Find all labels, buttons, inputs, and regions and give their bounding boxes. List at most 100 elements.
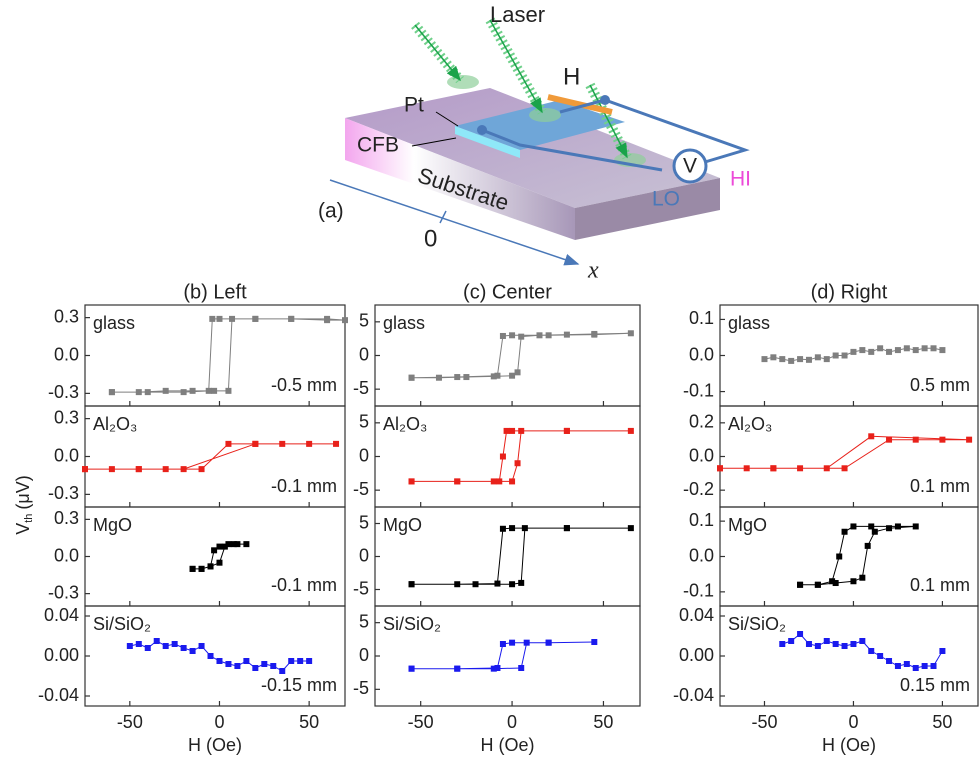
marker <box>841 643 848 649</box>
marker <box>454 581 461 588</box>
y-tick-label: 0.00 <box>679 645 714 665</box>
marker <box>189 565 196 572</box>
x-axis-label: H (Oe) <box>822 735 876 755</box>
marker <box>939 436 946 443</box>
marker <box>868 433 875 440</box>
diagram-label: H <box>563 63 580 90</box>
marker <box>509 478 516 485</box>
marker <box>563 525 570 532</box>
marker <box>877 345 884 352</box>
y-tick-label: 0.0 <box>689 545 714 565</box>
origin-tick <box>439 210 447 224</box>
marker <box>162 643 169 649</box>
y-tick-label: 0.3 <box>54 306 79 326</box>
marker <box>805 641 812 647</box>
series-line <box>111 318 346 393</box>
marker <box>850 578 857 585</box>
marker <box>454 374 461 381</box>
marker <box>591 331 598 338</box>
y-tick-label: -0.3 <box>48 582 79 602</box>
x-tick-label: 50 <box>299 712 319 732</box>
marker <box>207 563 214 570</box>
marker <box>545 639 552 646</box>
y-tick-label: 0.0 <box>54 445 79 465</box>
series-line <box>129 640 310 672</box>
panel-label: Al₂O₃ <box>93 414 137 434</box>
field-arrow <box>547 94 613 115</box>
marker <box>279 440 286 447</box>
marker <box>761 356 768 363</box>
marker <box>779 356 786 363</box>
diagram-label: CFB <box>357 134 399 157</box>
marker <box>814 643 821 649</box>
marker <box>198 565 205 572</box>
marker <box>797 356 804 363</box>
x-axis-label: H (Oe) <box>188 735 242 755</box>
panel-label: Si/SiO₂ <box>728 614 786 634</box>
y-axis-label-unit: (μV) <box>13 475 33 509</box>
marker <box>894 347 901 354</box>
marker <box>252 440 259 447</box>
marker <box>499 453 506 460</box>
marker <box>454 665 461 672</box>
marker <box>886 348 893 355</box>
marker <box>135 466 142 473</box>
y-axis-label-main: V <box>13 523 33 535</box>
marker <box>234 663 241 669</box>
marker <box>135 641 142 647</box>
marker <box>509 525 516 532</box>
marker <box>306 658 313 664</box>
y-tick-label: 0.04 <box>44 605 79 625</box>
laser-beam <box>414 24 461 82</box>
marker <box>832 580 839 587</box>
panel-label: Al₂O₃ <box>728 414 772 434</box>
y-tick-label: 0 <box>359 545 369 565</box>
marker <box>324 315 331 322</box>
x-axis-label: H (Oe) <box>481 735 535 755</box>
marker <box>832 352 839 359</box>
marker <box>788 638 795 644</box>
y-tick-label: 0.0 <box>689 344 714 364</box>
marker <box>841 465 848 472</box>
marker <box>162 466 169 473</box>
x-tick-label: 0 <box>214 712 224 732</box>
laser-beam <box>589 84 628 159</box>
marker <box>198 466 205 473</box>
marker <box>496 478 503 485</box>
marker <box>171 641 178 647</box>
y-tick-label: 0.1 <box>689 510 714 530</box>
marker <box>939 347 946 354</box>
marker <box>270 663 277 669</box>
marker <box>850 523 857 530</box>
marker <box>216 315 223 322</box>
series-line <box>411 430 631 482</box>
marker <box>408 374 415 381</box>
marker <box>153 638 160 644</box>
substrate-front <box>345 118 575 240</box>
diagram-label: Laser <box>490 2 545 27</box>
series-line <box>411 332 631 379</box>
y-tick-label: 5 <box>359 412 369 432</box>
marker <box>859 347 866 354</box>
y-tick-label: 0.0 <box>54 344 79 364</box>
y-tick-label: -0.1 <box>683 380 714 400</box>
marker <box>252 665 259 671</box>
marker <box>823 465 830 472</box>
diagram-label: x <box>587 258 599 284</box>
panel-label: MgO <box>93 515 132 535</box>
marker <box>859 638 866 644</box>
y-tick-label: 0.04 <box>679 605 714 625</box>
marker <box>903 345 910 352</box>
panel-label: glass <box>728 313 770 333</box>
marker <box>886 658 893 664</box>
marker <box>243 658 250 664</box>
marker <box>499 332 506 339</box>
marker <box>850 348 857 355</box>
series-line <box>720 435 970 469</box>
panel-label: Si/SiO₂ <box>93 614 151 634</box>
y-tick-label: 0.3 <box>54 407 79 427</box>
leader-line <box>435 111 459 127</box>
wire <box>481 98 750 172</box>
diagram-label: 0 <box>424 225 437 252</box>
